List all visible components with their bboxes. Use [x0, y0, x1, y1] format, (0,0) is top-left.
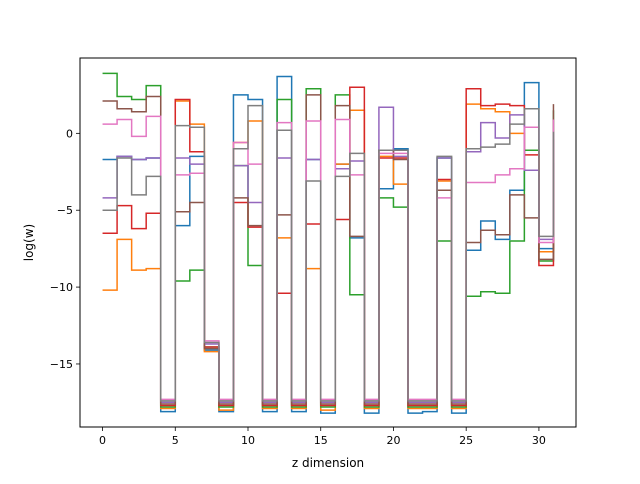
series-line-8 — [102, 104, 555, 402]
series-layer — [102, 72, 555, 414]
x-axis-label: z dimension — [292, 456, 364, 470]
series-line-3 — [102, 72, 555, 408]
x-tick-label: 30 — [532, 434, 546, 447]
x-tick-label: 15 — [314, 434, 328, 447]
y-tick-label: 0 — [66, 127, 73, 140]
y-tick-label: −15 — [50, 358, 73, 371]
series-line-1 — [102, 75, 555, 414]
x-tick-label: 0 — [99, 434, 106, 447]
series-line-2 — [102, 100, 555, 411]
series-line-5 — [102, 106, 555, 404]
y-tick-label: −5 — [57, 204, 73, 217]
y-axis-label: log(w) — [22, 224, 36, 261]
plot-frame — [79, 57, 577, 428]
series-line-6 — [102, 94, 555, 405]
tick-layer: 0 5 10 15 20 25 30 −15 −10 −5 0 — [50, 127, 546, 447]
series-line-4 — [102, 86, 555, 407]
x-tick-label: 10 — [241, 434, 255, 447]
x-tick-label: 20 — [386, 434, 400, 447]
x-tick-label: 25 — [459, 434, 473, 447]
series-line-7 — [102, 115, 555, 401]
x-tick-label: 5 — [172, 434, 179, 447]
y-tick-label: −10 — [50, 281, 73, 294]
